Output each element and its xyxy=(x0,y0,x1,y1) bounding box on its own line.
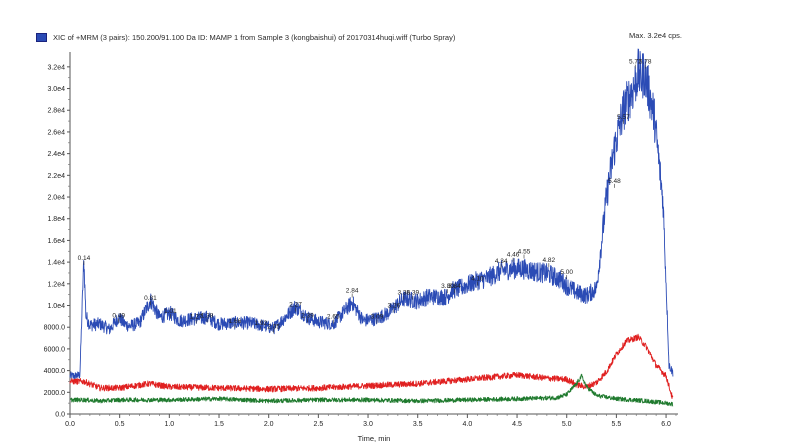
x-tick-label: 3.5 xyxy=(413,421,423,428)
y-tick-label: 2.2e4 xyxy=(47,173,65,180)
peak-label: 3.36 xyxy=(397,290,410,297)
y-tick-label: 2.4e4 xyxy=(47,151,65,158)
chart-title: XIC of +MRM (3 pairs): 150.200/91.100 Da… xyxy=(53,32,456,42)
y-tick-label: 8000.0 xyxy=(44,325,66,332)
max-intensity-label: Max. 3.2e4 cps. xyxy=(629,31,682,40)
peak-label: 5.00 xyxy=(560,269,573,276)
x-tick-label: 0.5 xyxy=(115,421,125,428)
peak-label: 3.39 xyxy=(406,290,419,297)
peak-label: 0.49 xyxy=(112,312,125,319)
peak-label: 1.01 xyxy=(164,308,177,315)
y-tick-label: 2.6e4 xyxy=(47,129,65,136)
peak-label: 3.80 xyxy=(441,283,454,290)
series-line-red xyxy=(69,333,674,400)
peak-label: 4.10 xyxy=(471,276,484,283)
peak-labels-layer: 0.14 0.49 0.81 1.01 1.271.38 1.66 1.92 2.05 2.27… xyxy=(78,59,652,334)
chart-legend: XIC of +MRM (3 pairs): 150.200/91.100 Da… xyxy=(36,31,455,43)
y-tick-label: 1.6e4 xyxy=(47,238,65,245)
peak-label: 0.81 xyxy=(144,295,157,302)
peak-label: 5.78 xyxy=(639,59,652,66)
y-tick-label: 6000.0 xyxy=(44,346,66,353)
y-tick-label: 1.0e4 xyxy=(47,303,65,310)
peak-label: 2.84 xyxy=(346,287,359,294)
x-tick-label: 2.5 xyxy=(313,421,323,428)
x-tick-label: 1.5 xyxy=(214,421,224,428)
x-tick-label: 3.0 xyxy=(363,421,373,428)
y-tick-label: 1.8e4 xyxy=(47,216,65,223)
peak-label: 0.14 xyxy=(78,255,91,262)
y-tick-label: 2.0e4 xyxy=(47,195,65,202)
y-tick-label: 4000.0 xyxy=(44,368,66,375)
peak-label: 3.26 xyxy=(388,303,401,310)
axes: 0.0 2000.0 4000.0 6000.0 8000.0 1.0e4 1.2e4 1.4… xyxy=(44,52,678,428)
peak-label: 2.65 xyxy=(327,314,340,321)
peak-label: 1.38 xyxy=(201,312,214,319)
peak-label: 4.55 xyxy=(518,248,531,255)
peak-label: 2.05 xyxy=(267,323,280,330)
peak-label: 1.92 xyxy=(254,320,267,327)
peak-label: 2.27 xyxy=(289,302,302,309)
peak-label: 4.82 xyxy=(543,257,556,264)
series-line-blue xyxy=(69,48,674,380)
x-tick-label: 2.0 xyxy=(264,421,274,428)
peak-label: 3.09 xyxy=(371,314,384,321)
peak-label: 3.84 xyxy=(448,283,461,290)
y-tick-label: 3.0e4 xyxy=(47,86,65,93)
peak-label: 5.48 xyxy=(608,178,621,185)
peak-label: 1.27 xyxy=(190,314,203,321)
y-tick-label: 2.8e4 xyxy=(47,108,65,115)
x-tick-label: 4.0 xyxy=(463,421,473,428)
peak-label: 5.72 xyxy=(629,59,642,66)
series-line-green xyxy=(69,373,674,407)
x-tick-label: 1.0 xyxy=(164,421,174,428)
x-tick-label: 0.0 xyxy=(65,421,75,428)
y-tick-label: 2000.0 xyxy=(44,390,66,397)
x-tick-label: 4.5 xyxy=(512,421,522,428)
y-tick-label: 1.2e4 xyxy=(47,281,65,288)
x-tick-label: 5.0 xyxy=(562,421,572,428)
y-tick-label: 1.4e4 xyxy=(47,260,65,267)
peak-label: 4.34 xyxy=(495,258,508,265)
x-tick-label: 6.0 xyxy=(661,421,671,428)
x-axis-title: Time, min xyxy=(358,434,391,443)
peak-label: 4.46 xyxy=(507,252,520,259)
peak-label: 2.39 xyxy=(301,312,314,319)
y-tick-label: 0.0 xyxy=(55,412,65,419)
y-tick-label: 3.2e4 xyxy=(47,64,65,71)
peak-label: 5.57 xyxy=(617,114,630,121)
peak-label: 1.66 xyxy=(229,318,242,325)
series-layer xyxy=(69,48,674,407)
x-tick-label: 5.5 xyxy=(612,421,622,428)
legend-swatch-icon xyxy=(36,32,47,42)
